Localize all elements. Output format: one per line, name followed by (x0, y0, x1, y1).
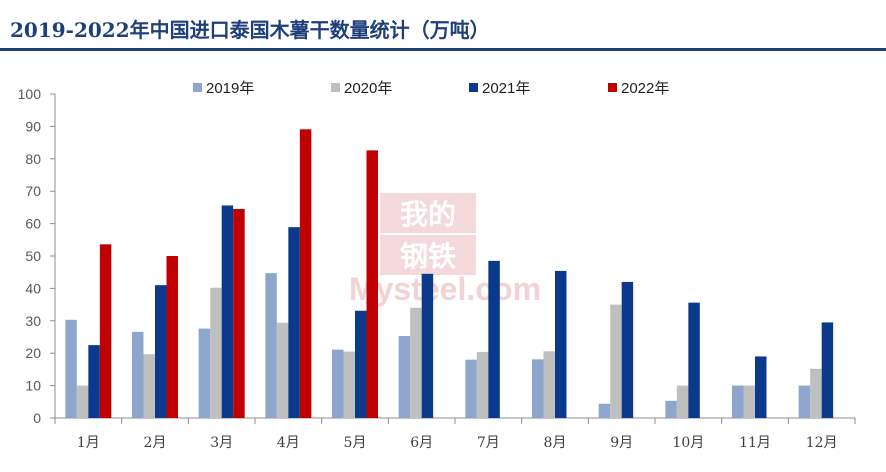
watermark-text-top: 我的 (400, 198, 456, 231)
y-tick-label: 70 (25, 183, 41, 199)
y-tick-label: 0 (33, 410, 41, 426)
y-tick-label: 100 (18, 86, 42, 102)
bar (465, 359, 477, 418)
bar (532, 359, 544, 418)
y-tick-label: 10 (25, 378, 41, 394)
bar (332, 349, 344, 418)
x-category-label: 7月 (477, 435, 500, 451)
y-tick-label: 40 (25, 280, 41, 296)
legend-label: 2022年 (621, 80, 669, 97)
bar (821, 322, 834, 418)
bar (198, 328, 211, 418)
x-category-label: 10月 (672, 435, 704, 451)
x-category-label: 1月 (77, 435, 100, 451)
bar (555, 270, 567, 418)
y-tick-label: 80 (25, 151, 41, 167)
y-tick-label: 60 (25, 216, 41, 232)
bar (288, 227, 300, 418)
legend-label: 2019年 (206, 80, 254, 97)
bar (755, 356, 767, 418)
bar (233, 209, 245, 418)
bar (166, 256, 178, 418)
bar (398, 336, 411, 418)
bar (143, 354, 155, 418)
x-category-labels: 1月 2月 3月 4月 5月 6月 7月 8月 9月 10月 11月 12月 (77, 435, 838, 451)
bar (421, 273, 434, 418)
watermark-box-top (380, 193, 476, 233)
bar (488, 260, 500, 418)
bar (65, 319, 77, 418)
bar (299, 129, 312, 419)
x-category-label: 4月 (277, 435, 300, 451)
bar (598, 403, 611, 418)
x-category-label: 2月 (144, 435, 167, 451)
bar (366, 150, 378, 418)
bar (676, 385, 689, 418)
x-category-label: 11月 (739, 435, 771, 451)
bar (543, 351, 555, 418)
axes (50, 93, 856, 424)
y-tick-labels: 0 10 20 30 40 50 60 70 80 90 100 (18, 86, 42, 426)
legend: 2019年 2020年 2021年 2022年 (193, 80, 669, 97)
watermark-text-en: Mysteel.com (349, 271, 541, 307)
x-category-label: 9月 (610, 435, 633, 451)
bar (810, 368, 822, 418)
chart-title: 2019-2022年中国进口泰国木薯干数量统计（万吨） (10, 18, 490, 42)
bar (732, 385, 744, 418)
y-tick-label: 30 (25, 313, 41, 329)
bar (621, 281, 634, 418)
bar (265, 273, 277, 418)
x-category-label: 5月 (344, 435, 367, 451)
y-tick-label: 90 (25, 118, 41, 134)
y-tick-label: 20 (25, 345, 41, 361)
x-category-label: 12月 (806, 435, 838, 451)
bars (65, 129, 834, 419)
bar (132, 331, 144, 418)
bar (798, 385, 811, 418)
legend-swatch (469, 83, 478, 92)
y-tick-label: 50 (25, 248, 41, 264)
legend-swatch (193, 83, 202, 92)
bar (476, 351, 489, 418)
bar (88, 345, 100, 418)
watermark-box-bottom (380, 235, 476, 275)
x-category-label: 8月 (544, 435, 567, 451)
bar (343, 351, 355, 418)
bar (665, 400, 677, 418)
bar (355, 310, 367, 418)
bar (688, 302, 700, 418)
legend-swatch (608, 83, 617, 92)
x-category-label: 6月 (410, 435, 433, 451)
watermark-text-bottom: 钢铁 (400, 240, 456, 273)
legend-label: 2020年 (344, 80, 392, 97)
title-underline (0, 48, 886, 51)
legend-label: 2021年 (482, 80, 530, 97)
bar (221, 205, 234, 418)
bar (410, 307, 422, 418)
x-category-label: 3月 (210, 435, 233, 451)
bar (210, 287, 222, 418)
bar (610, 304, 622, 418)
bar (76, 385, 89, 418)
bar (743, 385, 755, 418)
bar (155, 285, 167, 418)
legend-swatch (331, 83, 340, 92)
bar (276, 322, 289, 418)
bar (99, 244, 112, 418)
